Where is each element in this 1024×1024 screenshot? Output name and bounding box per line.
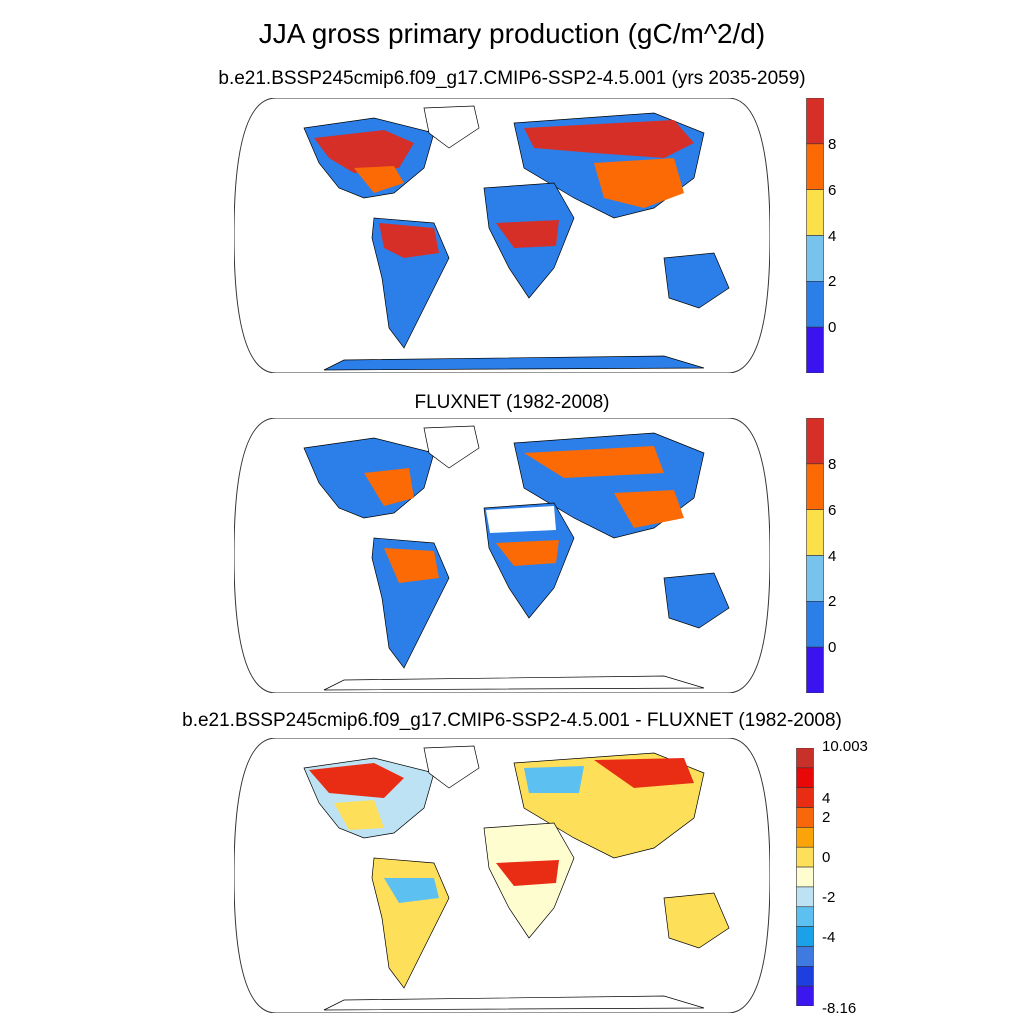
colorbar-1-swatch (806, 235, 824, 282)
colorbar-3-swatch (796, 866, 814, 888)
colorbar-3-swatch (796, 846, 814, 868)
colorbar-1-swatch (806, 281, 824, 328)
colorbar-2-label: 2 (828, 593, 837, 611)
colorbar-2-swatch (806, 418, 824, 465)
colorbar-2-label: 8 (828, 455, 837, 473)
colorbar-3-swatch (796, 966, 814, 987)
colorbar-3-swatch (796, 787, 814, 808)
colorbar-1-swatch (806, 98, 824, 145)
panel-2-subtitle: FLUXNET (1982-2008) (414, 392, 610, 413)
colorbar-3-label: -4 (822, 928, 836, 946)
colorbar-1-swatch (806, 326, 824, 373)
colorbar-3-swatch (796, 946, 814, 967)
colorbar-3 (796, 748, 814, 1006)
colorbar-1-label: 8 (828, 135, 837, 153)
colorbar-3-label: 10.003 (822, 738, 868, 755)
colorbar-3-swatch (796, 767, 814, 788)
colorbar-3-swatch (796, 985, 814, 1006)
colorbar-3-swatch (796, 906, 814, 927)
colorbar-2-swatch (806, 463, 824, 510)
colorbar-1-swatch (806, 143, 824, 190)
colorbar-2-swatch (806, 646, 824, 693)
colorbar-3-label: 0 (822, 849, 831, 867)
colorbar-3-swatch (796, 926, 814, 947)
colorbar-3-swatch (796, 886, 814, 908)
colorbar-2-label: 4 (828, 547, 837, 565)
colorbar-1 (806, 98, 824, 373)
colorbar-2-swatch (806, 555, 824, 602)
map-panel-3 (234, 738, 770, 1013)
colorbar-3-label: 2 (822, 809, 831, 827)
colorbar-1-label: 2 (828, 273, 837, 291)
colorbar-2-label: 6 (828, 501, 837, 519)
colorbar-2-swatch (806, 601, 824, 648)
colorbar-1-label: 6 (828, 181, 837, 199)
colorbar-3-swatch (796, 748, 814, 769)
colorbar-2 (806, 418, 824, 693)
colorbar-1-label: 0 (828, 319, 837, 337)
colorbar-3-swatch (796, 807, 814, 828)
map-panel-2 (234, 418, 770, 693)
map-panel-1 (234, 98, 770, 373)
panel-3-subtitle: b.e21.BSSP245cmip6.f09_g17.CMIP6-SSP2-4.… (182, 710, 842, 731)
colorbar-3-label: -8.16 (822, 1000, 857, 1017)
colorbar-3-label: -2 (822, 888, 836, 906)
land-masses (303, 745, 730, 1011)
colorbar-1-label: 4 (828, 227, 837, 245)
panel-1-subtitle: b.e21.BSSP245cmip6.f09_g17.CMIP6-SSP2-4.… (218, 68, 806, 89)
land-masses (303, 105, 730, 371)
colorbar-3-swatch (796, 827, 814, 848)
colorbar-3-label: 4 (822, 789, 831, 807)
land-masses (303, 425, 730, 691)
colorbar-2-label: 0 (828, 639, 837, 657)
colorbar-1-swatch (806, 189, 824, 236)
figure-title: JJA gross primary production (gC/m^2/d) (258, 18, 766, 49)
colorbar-2-swatch (806, 509, 824, 556)
